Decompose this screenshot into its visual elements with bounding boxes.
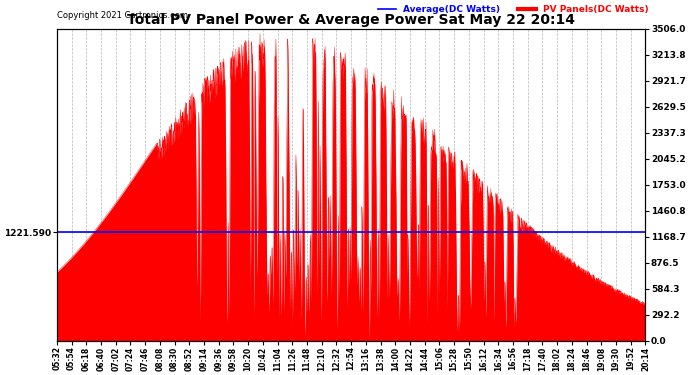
Title: Total PV Panel Power & Average Power Sat May 22 20:14: Total PV Panel Power & Average Power Sat… (127, 13, 575, 27)
Text: Copyright 2021 Cartronics.com: Copyright 2021 Cartronics.com (57, 11, 188, 20)
Legend: Average(DC Watts), PV Panels(DC Watts): Average(DC Watts), PV Panels(DC Watts) (374, 2, 653, 18)
